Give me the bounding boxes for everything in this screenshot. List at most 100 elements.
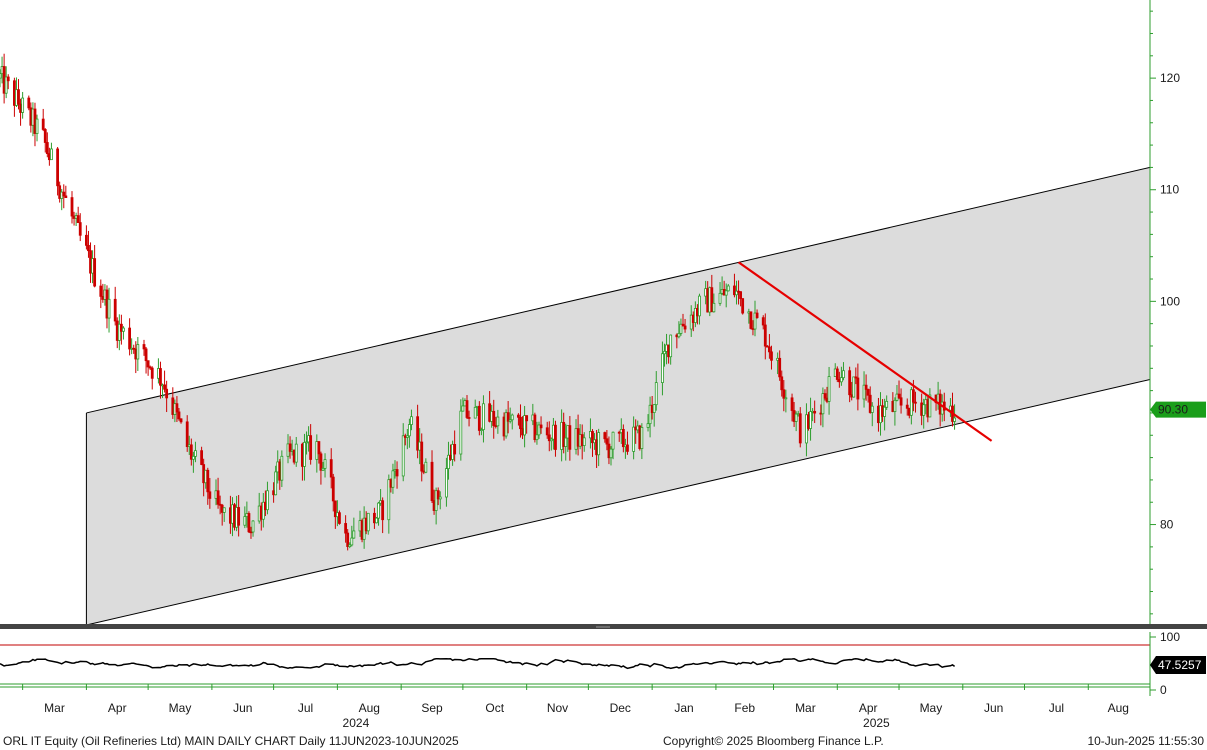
candle [461,397,465,412]
candle-body [405,435,409,438]
candle-body [175,403,179,413]
candle-body [243,516,247,526]
candle-body [827,376,831,402]
candle-body [424,461,428,473]
candle [146,360,150,376]
candle [294,436,298,467]
candle-body [535,434,539,441]
candle-body [763,324,767,347]
candle-body [809,411,812,429]
x-tick-label: Sep [421,701,443,715]
candle [266,481,269,515]
candle-body [321,467,325,471]
candle [506,401,510,434]
candle-body [331,476,335,502]
candle-body [813,410,817,414]
candle-body [87,244,90,252]
candle-body [21,97,25,113]
candle [735,280,738,305]
candle [247,511,251,534]
candle [784,389,788,413]
candle-body [525,415,529,422]
candle [535,421,539,445]
candle-body [508,419,512,422]
candle [62,184,66,209]
candle [523,405,526,448]
candle [525,415,529,434]
candle [445,457,448,507]
candle-body [683,325,687,330]
x-tick-label: Mar [795,701,816,715]
candle-body [159,368,162,386]
candle [755,309,759,319]
candle-body [545,427,549,436]
candle-body [547,434,551,442]
candle-body [163,384,166,390]
candle-body [78,222,82,236]
candle-body [191,455,195,460]
candle-body [790,397,794,411]
rsi-y-tick-label: 0 [1160,683,1167,697]
candle [883,398,887,431]
candle [177,407,181,421]
footer-ticker-info: ORL IT Equity (Oil Refineries Ltd) MAIN … [3,734,459,748]
candle [113,286,117,326]
candle [765,345,769,348]
x-tick-label: Feb [734,701,755,715]
candle-body [519,416,522,430]
candle [459,399,463,461]
candle [868,386,872,414]
candle-body [726,285,730,292]
candle [710,274,714,313]
candle-body [136,344,140,360]
candle [605,429,609,451]
candle-body [447,454,450,469]
candle-body [387,479,391,521]
candle [319,451,323,485]
candle-body [899,397,903,406]
candle [329,448,333,489]
candle [323,453,327,478]
x-tick-label: Mar [44,701,65,715]
candle-body [56,148,60,187]
candle [517,413,520,426]
candle-body [303,441,306,467]
candle [537,421,541,439]
candle-body [333,500,337,518]
candle-body [537,424,541,436]
candle [194,441,197,463]
candle-body [122,327,125,332]
candle [410,409,413,431]
x-tick-label: Apr [859,701,878,715]
candle-body [64,195,68,199]
candle-body [391,470,395,488]
candle [718,282,722,306]
candle [539,416,543,434]
candle-body [4,76,8,94]
candle-body [85,234,88,246]
candle-body [410,416,413,425]
candle-body [41,118,45,130]
candle-body [823,393,827,399]
candle-body [953,417,956,422]
candle [136,337,140,371]
candle-body [237,507,241,526]
candle [261,493,265,528]
candle [533,412,537,443]
candle [790,393,794,422]
candle-body [465,400,469,418]
candle-body [741,298,745,314]
candle-body [866,388,870,396]
candle-body [150,367,154,379]
candle-body [905,404,909,409]
candle [381,497,385,534]
candle [165,380,169,413]
candle [405,428,409,450]
candle-body [45,142,49,154]
candle-body [669,334,673,358]
candle-body [640,427,644,449]
candle-body [852,376,856,398]
candle [661,341,664,396]
candle [416,404,420,459]
candle [179,418,183,424]
